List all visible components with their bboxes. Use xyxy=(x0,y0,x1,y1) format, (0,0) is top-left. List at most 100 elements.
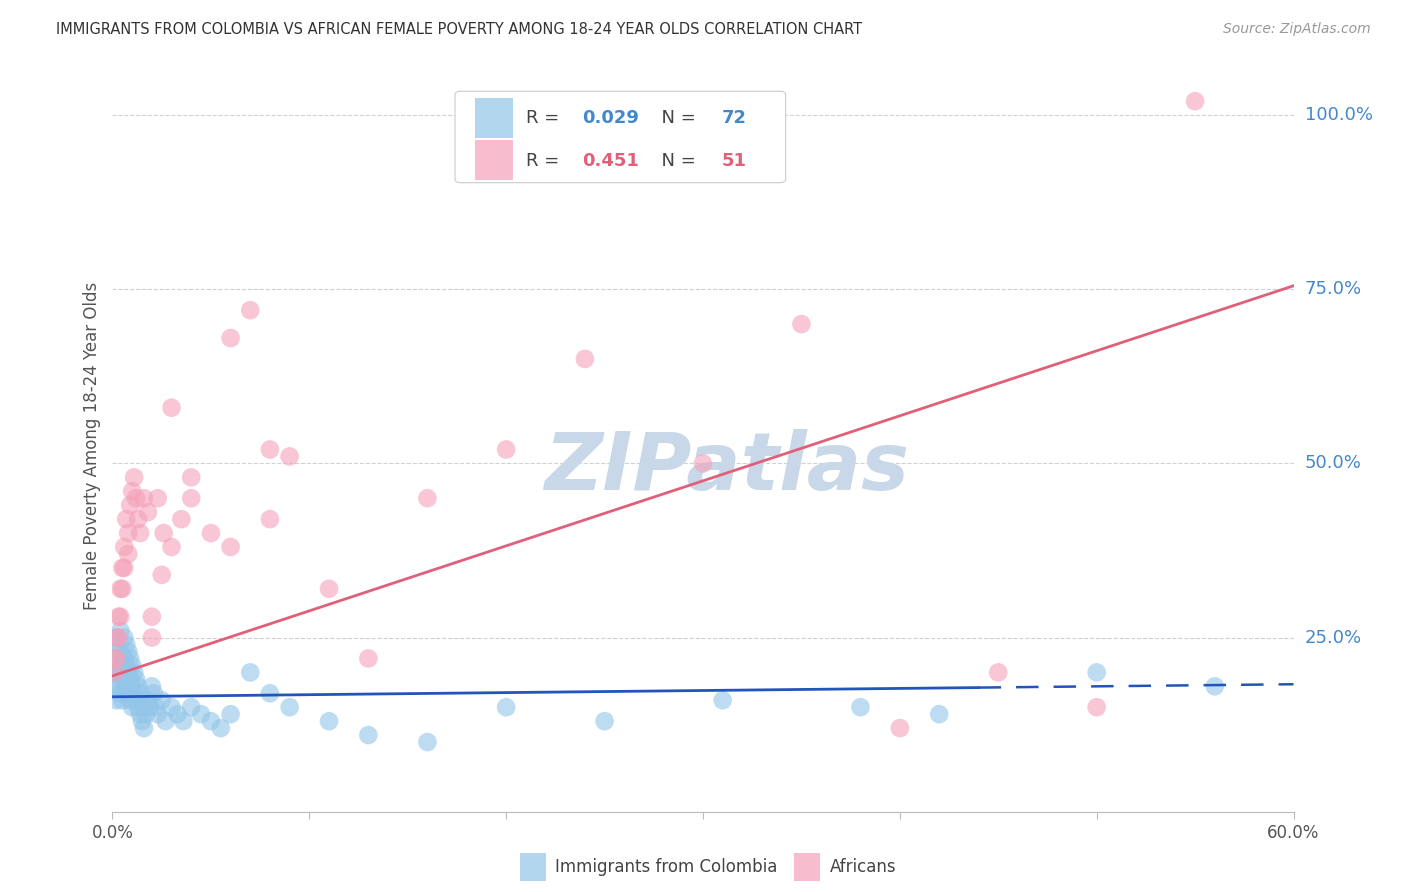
Point xyxy=(105,651,128,665)
Point xyxy=(117,686,139,700)
Point xyxy=(145,700,167,714)
Point xyxy=(122,470,145,484)
Point xyxy=(112,540,135,554)
Point xyxy=(155,714,177,728)
Point xyxy=(219,540,242,554)
Point xyxy=(416,735,439,749)
Point xyxy=(117,665,139,680)
Point xyxy=(115,512,138,526)
Text: 0.451: 0.451 xyxy=(582,152,640,169)
Point xyxy=(172,714,194,728)
Point xyxy=(121,658,143,673)
Text: 72: 72 xyxy=(721,110,747,128)
Point xyxy=(105,693,128,707)
Point xyxy=(170,512,193,526)
Point xyxy=(150,693,173,707)
Point xyxy=(160,540,183,554)
Text: 100.0%: 100.0% xyxy=(1305,106,1372,124)
Point xyxy=(200,526,222,541)
Point xyxy=(105,631,128,645)
Point xyxy=(103,651,125,665)
Point xyxy=(219,331,242,345)
Point xyxy=(120,693,142,707)
Point xyxy=(112,631,135,645)
Point xyxy=(120,651,142,665)
Point xyxy=(790,317,813,331)
Point xyxy=(180,700,202,714)
Point xyxy=(117,644,139,658)
Point xyxy=(150,567,173,582)
FancyBboxPatch shape xyxy=(456,91,786,183)
Point xyxy=(120,498,142,512)
Point xyxy=(416,491,439,506)
Point xyxy=(111,561,134,575)
Point xyxy=(278,450,301,464)
Point xyxy=(259,512,281,526)
Point xyxy=(121,679,143,693)
Point xyxy=(103,651,125,665)
Point xyxy=(131,714,153,728)
Text: ZIPatlas: ZIPatlas xyxy=(544,429,910,507)
Point xyxy=(318,582,340,596)
Point xyxy=(107,658,129,673)
Point xyxy=(259,442,281,457)
Point xyxy=(122,665,145,680)
Point xyxy=(127,512,149,526)
Point xyxy=(125,673,148,687)
Point xyxy=(112,673,135,687)
Point xyxy=(142,686,165,700)
Point xyxy=(160,700,183,714)
Text: IMMIGRANTS FROM COLOMBIA VS AFRICAN FEMALE POVERTY AMONG 18-24 YEAR OLDS CORRELA: IMMIGRANTS FROM COLOMBIA VS AFRICAN FEMA… xyxy=(56,22,862,37)
Text: Source: ZipAtlas.com: Source: ZipAtlas.com xyxy=(1223,22,1371,37)
Point xyxy=(1085,700,1108,714)
Point xyxy=(117,526,139,541)
Point xyxy=(112,651,135,665)
Point xyxy=(117,547,139,561)
Point xyxy=(1184,94,1206,108)
Point xyxy=(121,484,143,499)
Point xyxy=(111,582,134,596)
Point xyxy=(139,700,162,714)
Point xyxy=(110,644,132,658)
Point xyxy=(495,700,517,714)
Point xyxy=(132,700,155,714)
Point xyxy=(132,721,155,735)
Point xyxy=(115,679,138,693)
Point xyxy=(278,700,301,714)
Point xyxy=(180,470,202,484)
Point xyxy=(146,707,169,722)
Point xyxy=(120,673,142,687)
Point xyxy=(107,679,129,693)
Point xyxy=(219,707,242,722)
Point xyxy=(103,665,125,680)
Point xyxy=(1204,679,1226,693)
Point xyxy=(110,686,132,700)
Point xyxy=(129,526,152,541)
Point xyxy=(141,679,163,693)
Point xyxy=(136,693,159,707)
Point xyxy=(166,707,188,722)
Point xyxy=(849,700,872,714)
Point xyxy=(135,707,157,722)
Point xyxy=(115,658,138,673)
Point xyxy=(692,457,714,471)
Text: 75.0%: 75.0% xyxy=(1305,280,1362,298)
Text: R =: R = xyxy=(526,152,565,169)
Text: N =: N = xyxy=(650,152,702,169)
Point xyxy=(180,491,202,506)
Point xyxy=(141,631,163,645)
Point xyxy=(103,679,125,693)
Point xyxy=(318,714,340,728)
Text: N =: N = xyxy=(650,110,702,128)
Text: Africans: Africans xyxy=(830,858,896,876)
Point xyxy=(110,582,132,596)
Point xyxy=(495,442,517,457)
Point xyxy=(574,351,596,366)
Point xyxy=(122,686,145,700)
Text: 51: 51 xyxy=(721,152,747,169)
Text: 50.0%: 50.0% xyxy=(1305,454,1361,473)
Point xyxy=(146,491,169,506)
Point xyxy=(141,609,163,624)
Point xyxy=(111,651,134,665)
Point xyxy=(239,303,262,318)
